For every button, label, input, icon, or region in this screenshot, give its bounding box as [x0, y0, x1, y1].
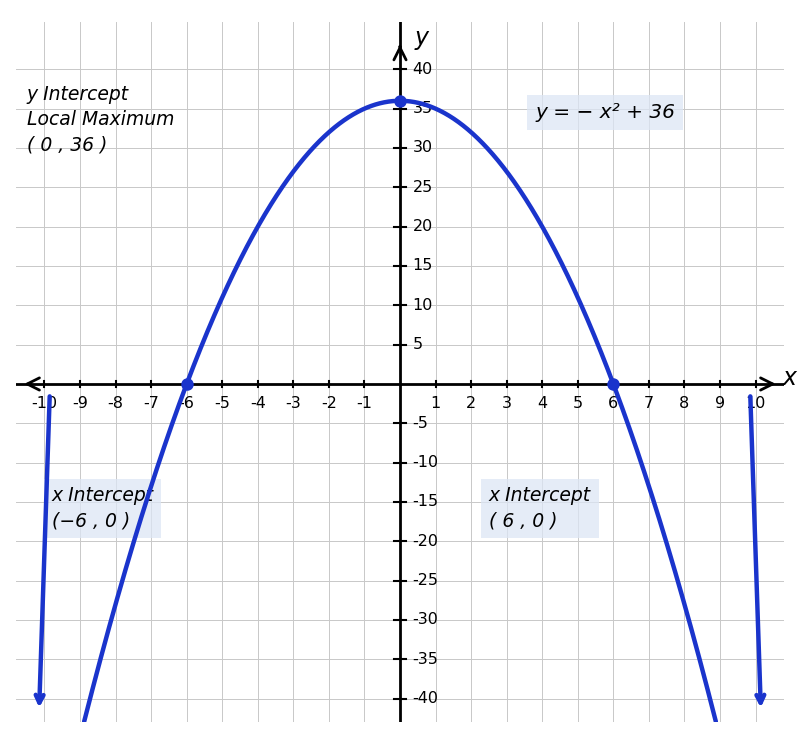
- Text: 4: 4: [537, 396, 547, 411]
- Text: -10: -10: [413, 455, 438, 470]
- Text: -15: -15: [413, 495, 438, 509]
- Text: 20: 20: [413, 219, 433, 234]
- Text: 35: 35: [413, 101, 433, 116]
- Text: 5: 5: [413, 337, 422, 352]
- Text: 15: 15: [413, 259, 433, 273]
- Text: 6: 6: [608, 396, 618, 411]
- Text: -25: -25: [413, 573, 438, 588]
- Text: 3: 3: [502, 396, 512, 411]
- Text: -6: -6: [178, 396, 194, 411]
- Text: -1: -1: [357, 396, 373, 411]
- Text: -35: -35: [413, 652, 438, 667]
- Text: -9: -9: [72, 396, 88, 411]
- Text: y: y: [414, 26, 428, 50]
- Text: -4: -4: [250, 396, 266, 411]
- Text: 1: 1: [430, 396, 441, 411]
- Text: 2: 2: [466, 396, 476, 411]
- Text: y = − x² + 36: y = − x² + 36: [535, 103, 675, 122]
- Text: 40: 40: [413, 62, 433, 77]
- Text: -5: -5: [214, 396, 230, 411]
- Text: -8: -8: [107, 396, 123, 411]
- Text: x: x: [782, 366, 796, 390]
- Text: -10: -10: [31, 396, 58, 411]
- Text: -30: -30: [413, 612, 438, 627]
- Text: -2: -2: [321, 396, 337, 411]
- Text: 9: 9: [715, 396, 725, 411]
- Text: -7: -7: [143, 396, 159, 411]
- Text: x Intercept
( 6 , 0 ): x Intercept ( 6 , 0 ): [489, 486, 591, 530]
- Text: 8: 8: [679, 396, 690, 411]
- Text: 10: 10: [746, 396, 766, 411]
- Text: -40: -40: [413, 691, 438, 706]
- Text: 7: 7: [644, 396, 654, 411]
- Text: 30: 30: [413, 141, 433, 156]
- Text: y Intercept
Local Maximum
( 0 , 36 ): y Intercept Local Maximum ( 0 , 36 ): [26, 85, 174, 154]
- Text: 25: 25: [413, 180, 433, 195]
- Text: 10: 10: [413, 298, 433, 312]
- Text: -3: -3: [286, 396, 302, 411]
- Text: 5: 5: [573, 396, 583, 411]
- Text: -5: -5: [413, 416, 428, 431]
- Text: x Intercept
(−6 , 0 ): x Intercept (−6 , 0 ): [51, 486, 154, 530]
- Text: -20: -20: [413, 534, 438, 549]
